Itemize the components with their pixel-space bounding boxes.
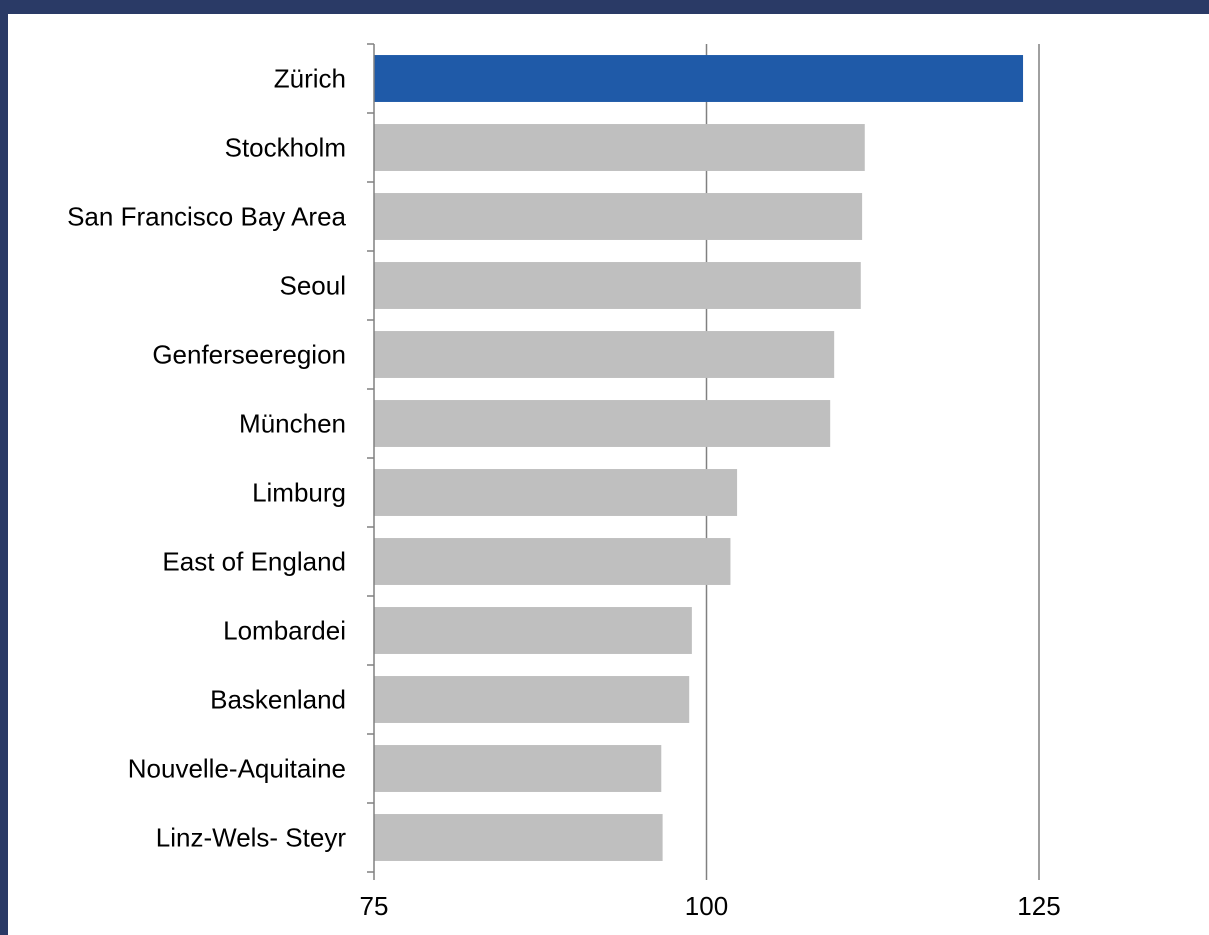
category-label: Nouvelle-Aquitaine bbox=[128, 754, 346, 784]
bar bbox=[374, 124, 865, 171]
category-label: Stockholm bbox=[225, 133, 346, 163]
category-label: Seoul bbox=[280, 271, 347, 301]
category-label: Lombardei bbox=[223, 616, 346, 646]
x-tick-label: 100 bbox=[685, 891, 728, 921]
category-label: Limburg bbox=[252, 478, 346, 508]
bar bbox=[374, 193, 863, 240]
bar bbox=[374, 469, 738, 516]
bar bbox=[374, 607, 692, 654]
gridlines bbox=[705, 44, 1040, 872]
bar bbox=[374, 331, 835, 378]
bar bbox=[374, 538, 731, 585]
bar bbox=[374, 814, 663, 861]
x-tick-label: 125 bbox=[1017, 891, 1060, 921]
bar bbox=[374, 676, 690, 723]
category-label: München bbox=[239, 409, 346, 439]
bar bbox=[374, 745, 662, 792]
bar bbox=[374, 55, 1024, 102]
category-label: Baskenland bbox=[210, 685, 346, 715]
bars bbox=[374, 55, 1024, 861]
category-label: Linz-Wels- Steyr bbox=[156, 823, 347, 853]
category-labels: Zürich Stockholm San Francisco Bay Area Seo… bbox=[67, 64, 346, 853]
chart-frame: Zürich Stockholm San Francisco Bay Area Seo… bbox=[8, 14, 1209, 935]
tick-labels: 75 100 125 bbox=[360, 891, 1061, 921]
axes bbox=[367, 43, 1040, 880]
x-tick-label: 75 bbox=[360, 891, 389, 921]
category-label: Zürich bbox=[274, 64, 346, 94]
category-label: Genferseeregion bbox=[152, 340, 346, 370]
bar bbox=[374, 262, 861, 309]
category-label: San Francisco Bay Area bbox=[67, 202, 346, 232]
bar bbox=[374, 400, 831, 447]
category-label: East of England bbox=[162, 547, 346, 577]
bar-chart: Zürich Stockholm San Francisco Bay Area Seo… bbox=[67, 43, 1061, 921]
